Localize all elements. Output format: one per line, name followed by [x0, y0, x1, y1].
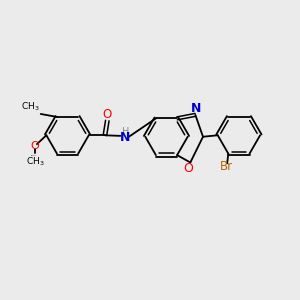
Text: N: N	[120, 131, 131, 144]
Text: O: O	[183, 162, 193, 175]
Text: O: O	[103, 108, 112, 121]
Text: CH$_3$: CH$_3$	[26, 156, 44, 168]
Text: H: H	[122, 127, 129, 137]
Text: O: O	[31, 142, 40, 152]
Text: CH$_3$: CH$_3$	[21, 100, 39, 113]
Text: Br: Br	[219, 160, 232, 173]
Text: methoxy: methoxy	[31, 155, 37, 156]
Text: N: N	[191, 103, 201, 116]
